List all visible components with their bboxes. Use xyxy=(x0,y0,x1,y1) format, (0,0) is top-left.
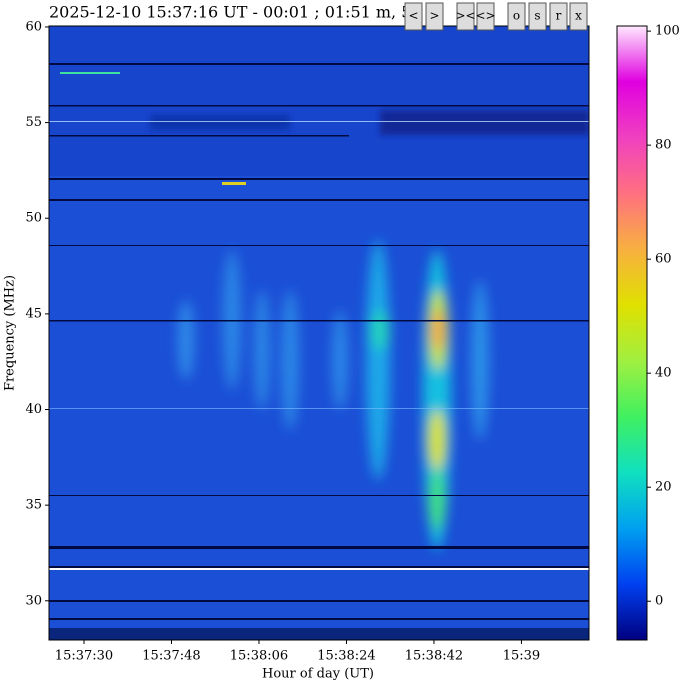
x-tick-label: 15:37:48 xyxy=(142,649,200,664)
colorbar-tick-label: 40 xyxy=(655,366,672,381)
chart-title: 2025-12-10 15:37:16 UT - 00:01 ; 01:51 m… xyxy=(49,3,411,22)
colorbar xyxy=(616,25,648,641)
button-face[interactable] xyxy=(569,2,588,31)
plot-frame xyxy=(48,25,590,641)
toolbar: < > >< <> o s r x xyxy=(404,2,588,31)
button-label[interactable]: s xyxy=(534,9,540,23)
button-label[interactable]: < xyxy=(408,9,418,23)
button-face[interactable] xyxy=(549,2,568,31)
button-face[interactable] xyxy=(528,2,547,31)
toolbar-button[interactable]: <> xyxy=(475,2,496,31)
y-tick-label: 45 xyxy=(25,306,42,321)
y-tick-label: 40 xyxy=(25,402,42,417)
y-tick-label: 60 xyxy=(25,19,42,34)
button-label[interactable]: > xyxy=(429,9,439,23)
x-axis-label: Hour of day (UT) xyxy=(262,667,374,682)
button-face[interactable] xyxy=(425,2,444,31)
button-label[interactable]: x xyxy=(575,9,582,23)
y-tick-label: 30 xyxy=(25,593,42,608)
colorbar-tick-label: 60 xyxy=(655,252,672,267)
button-face[interactable] xyxy=(456,2,475,31)
x-tick-label: 15:38:42 xyxy=(405,649,463,664)
toolbar-button[interactable]: > xyxy=(425,2,444,31)
toolbar-button[interactable]: < xyxy=(404,2,423,31)
y-tick-label: 55 xyxy=(25,115,42,130)
x-tick-label: 15:39 xyxy=(503,649,540,664)
button-label[interactable]: r xyxy=(556,9,562,23)
toolbar-button[interactable]: >< xyxy=(455,2,476,31)
button-label[interactable]: o xyxy=(513,9,520,23)
x-tick-label: 15:37:30 xyxy=(55,649,113,664)
y-tick-label: 35 xyxy=(25,498,42,513)
toolbar-button[interactable]: r xyxy=(549,2,568,31)
button-label[interactable]: >< xyxy=(455,9,475,23)
spectrogram-image xyxy=(49,26,589,640)
colorbar-tick-label: 80 xyxy=(655,138,672,153)
button-label[interactable]: <> xyxy=(475,9,495,23)
y-tick-label: 50 xyxy=(25,211,42,226)
button-face[interactable] xyxy=(476,2,495,31)
colorbar-tick-label: 100 xyxy=(655,24,680,39)
x-tick-label: 15:38:24 xyxy=(317,649,375,664)
button-face[interactable] xyxy=(507,2,526,31)
colorbar-tick-label: 0 xyxy=(655,594,663,609)
button-face[interactable] xyxy=(404,2,423,31)
x-tick-label: 15:38:06 xyxy=(230,649,288,664)
toolbar-button[interactable]: x xyxy=(569,2,588,31)
toolbar-button[interactable]: s xyxy=(528,2,547,31)
toolbar-button[interactable]: o xyxy=(507,2,526,31)
y-axis-label: Frequency (MHz) xyxy=(3,275,18,391)
colorbar-tick-label: 20 xyxy=(655,480,672,495)
